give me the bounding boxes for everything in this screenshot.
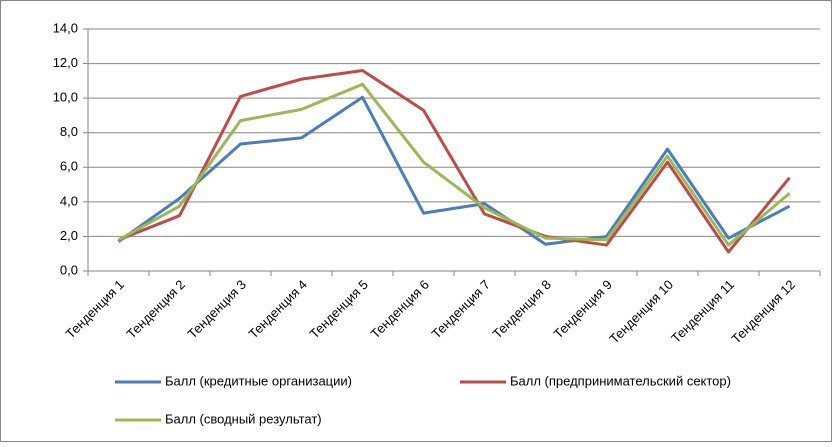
y-tick-label: 2,0: [60, 228, 78, 243]
y-tick-label: 12,0: [53, 55, 78, 70]
y-tick-label: 10,0: [53, 90, 78, 105]
series-line: [117, 82, 791, 247]
y-tick-label: 14,0: [53, 20, 78, 35]
y-tick-label: 8,0: [60, 124, 78, 139]
legend-label: Балл (кредитные организации): [165, 373, 352, 388]
legend-label: Балл (сводный результат): [165, 411, 322, 426]
series-line: [117, 95, 791, 246]
y-tick-label: 0,0: [60, 262, 78, 277]
legend-label: Балл (предпринимательский сектор): [510, 373, 731, 388]
series-line: [117, 68, 791, 254]
y-tick-label: 4,0: [60, 193, 78, 208]
y-tick-label: 6,0: [60, 159, 78, 174]
